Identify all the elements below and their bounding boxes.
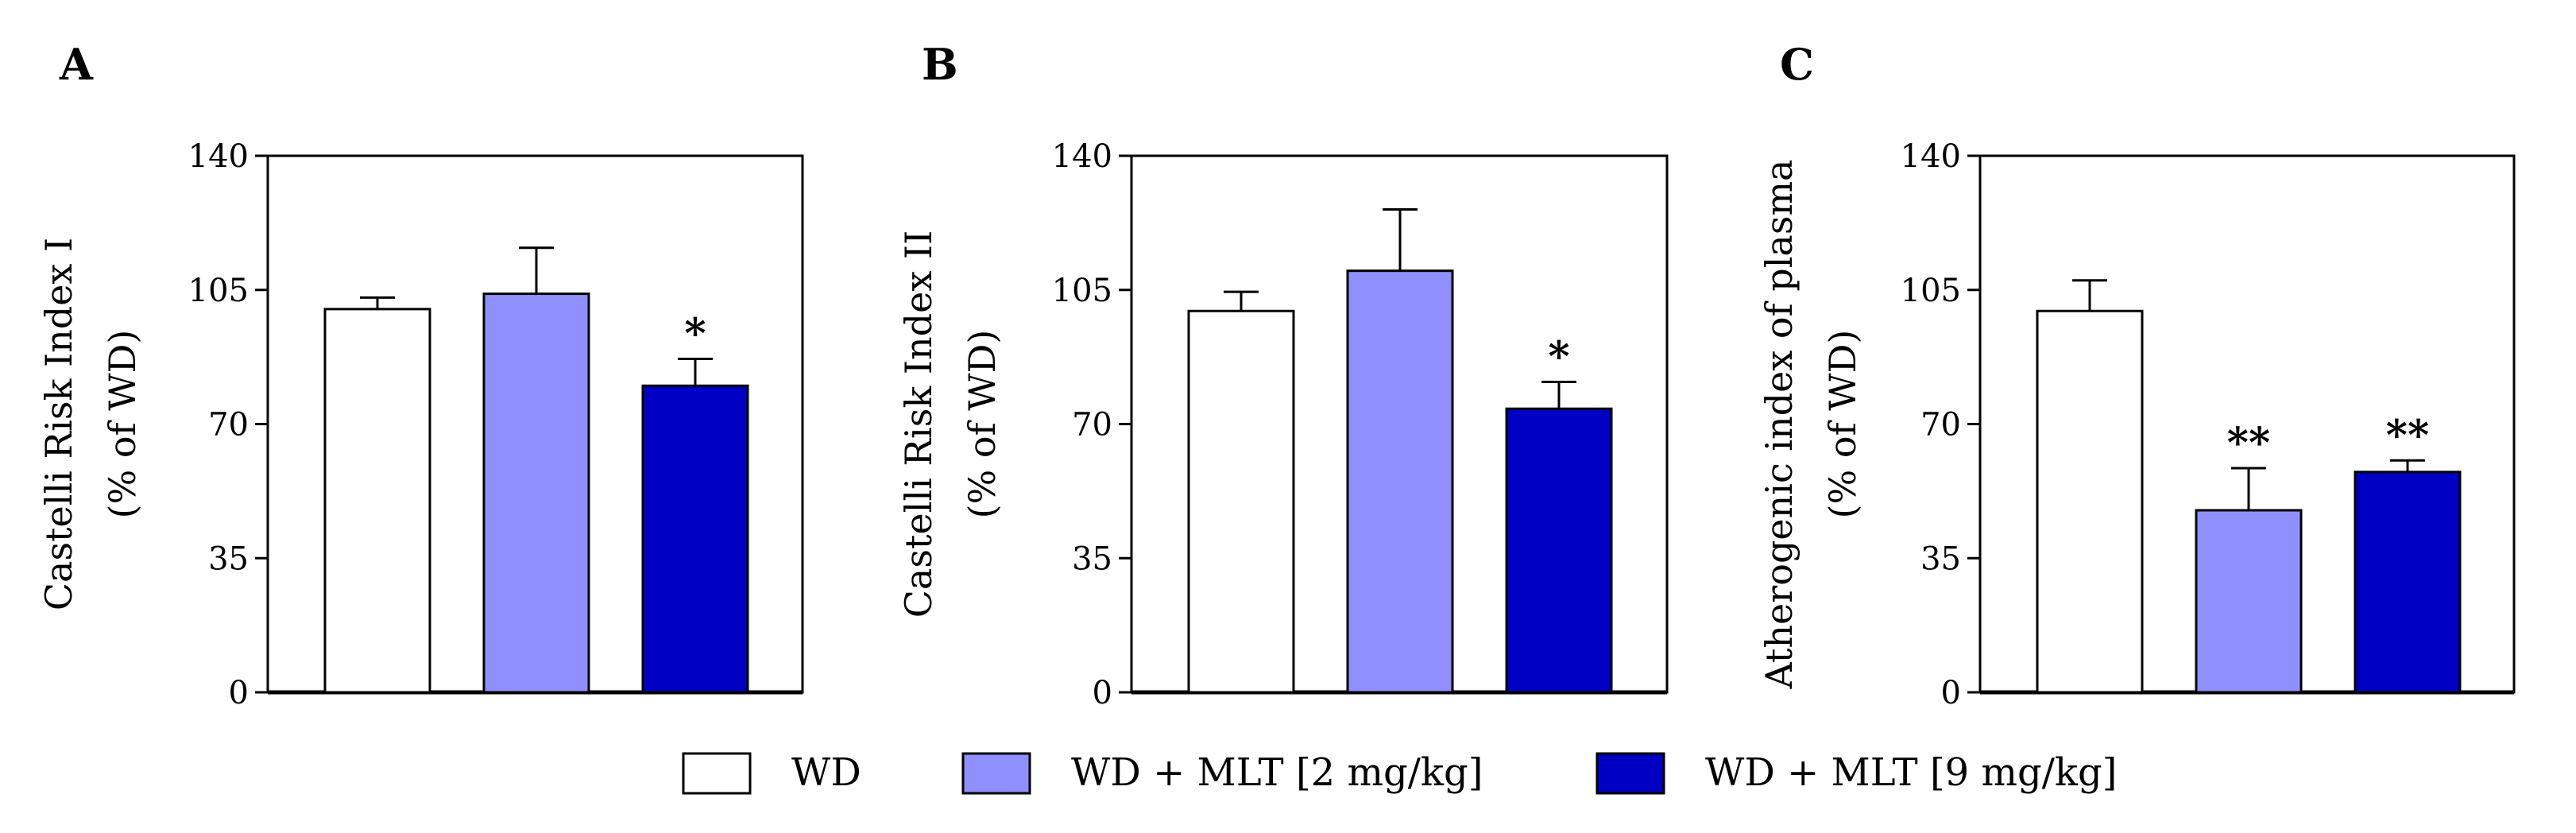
bar	[1187, 309, 1295, 694]
y-tick-label: 0	[1941, 675, 1961, 711]
y-tick-label: 140	[1052, 138, 1112, 175]
legend-label: WD + MLT [9 mg/kg]	[1705, 750, 2117, 795]
y-tick-label: 70	[1920, 407, 1961, 444]
y-tick-label: 70	[208, 407, 249, 444]
bar	[482, 293, 590, 694]
y-axis-label: (% of WD)	[1821, 330, 1864, 519]
legend: WD WD + MLT [2 mg/kg] WD + MLT [9 mg/kg]	[682, 750, 2117, 795]
legend-swatch	[1595, 752, 1665, 795]
significance-marker: **	[2227, 419, 2270, 467]
significance-marker: *	[1548, 332, 1569, 381]
y-axis-label: Castelli Risk Index II	[897, 231, 940, 618]
bar	[2195, 509, 2303, 694]
bar	[641, 384, 749, 694]
y-tick-label: 140	[188, 138, 249, 175]
y-axis-label: Atherogenic index of plasma	[1758, 160, 1800, 690]
y-axis-label: (% of WD)	[961, 330, 1004, 519]
bar	[2354, 471, 2462, 694]
y-tick-label: 105	[1901, 273, 1961, 309]
y-tick-label: 35	[208, 540, 249, 577]
y-tick-label: 0	[1093, 675, 1112, 711]
y-tick-label: 105	[1052, 273, 1112, 309]
bar	[1505, 407, 1613, 694]
legend-label: WD + MLT [2 mg/kg]	[1071, 750, 1483, 795]
legend-swatch	[682, 752, 752, 795]
y-tick-label: 0	[229, 675, 249, 711]
chart-panel-a: A 0 35 70 105 140 Castelli Risk Index I (% of W…	[37, 39, 804, 711]
y-tick-label: 70	[1072, 407, 1112, 444]
chart-panel-c: C 0 35 70 105 140 Atherogenic index of plasma (…	[1758, 39, 2516, 711]
panel-label: A	[59, 39, 94, 90]
chart-panel-b: B 0 35 70 105 140 Castelli Risk Index II (% of …	[897, 39, 1669, 711]
legend-label: WD	[791, 750, 861, 795]
y-axis-label: (% of WD)	[101, 330, 144, 519]
legend-swatch	[961, 752, 1031, 795]
y-axis-label: Castelli Risk Index I	[37, 238, 80, 610]
y-tick-label: 35	[1920, 540, 1961, 577]
panel-label: C	[1780, 39, 1814, 90]
significance-marker: *	[684, 310, 706, 358]
significance-marker: **	[2386, 411, 2429, 459]
panel-label: B	[922, 39, 958, 90]
bar	[2036, 309, 2144, 694]
y-tick-label: 140	[1901, 138, 1961, 175]
y-tick-label: 35	[1072, 540, 1112, 577]
bar	[323, 308, 431, 694]
bar	[1346, 269, 1454, 694]
y-tick-label: 105	[188, 273, 249, 309]
